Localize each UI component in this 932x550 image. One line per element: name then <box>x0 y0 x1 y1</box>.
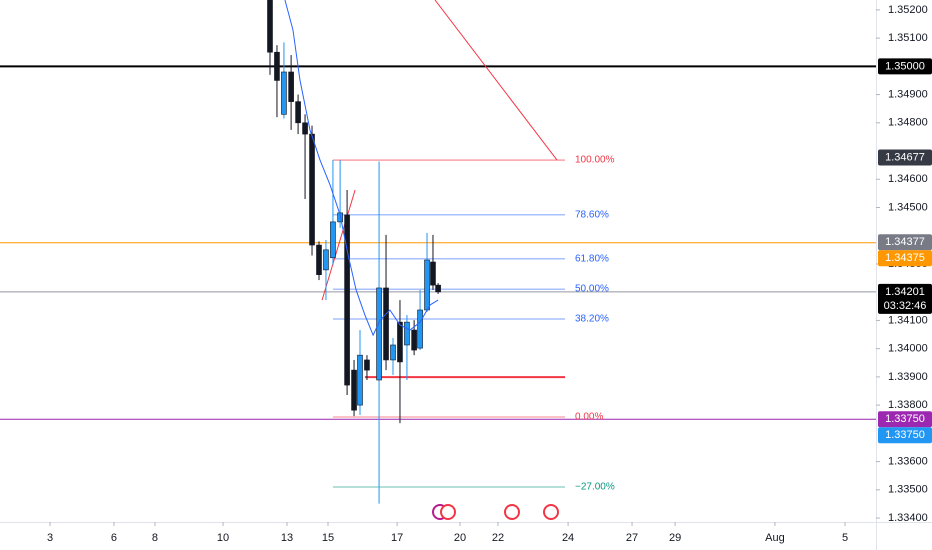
candle-body <box>330 221 336 259</box>
candle-body <box>417 309 423 349</box>
y-tick-label: 1.33400 <box>888 512 928 524</box>
price-label: 1.34677 <box>885 151 925 163</box>
y-tick-label: 1.35100 <box>888 32 928 44</box>
candle-body <box>357 354 363 406</box>
fib-label: 50.00% <box>575 284 609 295</box>
candle-body <box>295 101 301 124</box>
plot-area: 100.00% 78.60% 61.80% 50.00% 38.20% 0.00% −27.… <box>0 0 876 504</box>
candle-body <box>323 249 329 271</box>
x-tick-label: 20 <box>454 532 466 544</box>
event-icons <box>432 504 559 520</box>
price-label-box <box>878 283 932 314</box>
x-tick-label: 10 <box>217 532 229 544</box>
candle-body <box>364 359 370 371</box>
x-tick-label: 27 <box>626 532 638 544</box>
x-tick-label: 22 <box>492 532 504 544</box>
fib-label: 38.20% <box>575 314 609 325</box>
event-icon[interactable] <box>440 504 456 520</box>
y-tick-label: 1.35200 <box>888 4 928 16</box>
candle-body <box>281 71 287 115</box>
x-tick-label: 29 <box>669 532 681 544</box>
y-tick-label: 1.34900 <box>888 88 928 100</box>
candle-body <box>309 133 315 246</box>
countdown: 03:32:46 <box>884 300 927 312</box>
candle-body <box>404 321 410 346</box>
event-icon[interactable] <box>543 504 559 520</box>
candle-body <box>430 261 436 286</box>
x-tick-label: 3 <box>47 532 53 544</box>
candle-body <box>397 321 403 363</box>
x-tick-label: Aug <box>765 532 785 544</box>
y-tick-label: 1.34600 <box>888 173 928 185</box>
trend-line <box>321 189 356 301</box>
fib-label: 78.60% <box>575 209 609 220</box>
candle-body <box>267 0 273 53</box>
candle-body <box>344 214 350 386</box>
candle-body <box>383 287 389 361</box>
fib-label: 61.80% <box>575 254 609 265</box>
y-tick-label: 1.34100 <box>888 314 928 326</box>
y-tick-label: 1.34000 <box>888 343 928 355</box>
price-label: 1.33750 <box>885 413 925 425</box>
price-label-box <box>878 427 932 444</box>
price-label: 1.34201 <box>885 286 925 298</box>
x-tick-label: 8 <box>152 532 158 544</box>
trend-line <box>434 0 558 161</box>
y-tick-label: 1.33900 <box>888 371 928 383</box>
fib-label: −27.00% <box>575 482 615 493</box>
y-tick-label: 1.34500 <box>888 201 928 213</box>
price-label: 1.35000 <box>885 60 925 72</box>
candle-body <box>411 329 417 351</box>
x-tick-label: 13 <box>281 532 293 544</box>
price-label-box <box>878 234 932 251</box>
price-label-box <box>878 250 932 267</box>
moving-average <box>284 0 439 337</box>
price-label-box <box>878 149 932 166</box>
y-tick-label: 1.33600 <box>888 455 928 467</box>
candle-body <box>435 284 441 293</box>
price-label: 1.34377 <box>885 236 925 248</box>
x-tick-label: 5 <box>842 532 848 544</box>
price-label: 1.33750 <box>885 429 925 441</box>
x-tick-label: 24 <box>562 532 574 544</box>
candle-body <box>274 51 280 81</box>
y-tick-label: 1.34800 <box>888 117 928 129</box>
x-tick-label: 17 <box>391 532 403 544</box>
fib-label: 100.00% <box>575 155 615 166</box>
event-icon[interactable] <box>504 504 520 520</box>
price-label-box <box>878 411 932 428</box>
price-label-box <box>878 58 932 75</box>
candle-body <box>390 344 396 361</box>
x-tick-label: 15 <box>322 532 334 544</box>
candle-body <box>351 369 357 411</box>
fib-label: 0.00% <box>575 412 603 423</box>
candle-body <box>288 71 294 102</box>
x-tick-label: 6 <box>111 532 117 544</box>
y-tick-label: 1.33800 <box>888 399 928 411</box>
candle-body <box>424 259 430 311</box>
candle-body <box>316 244 322 275</box>
candle-body <box>302 122 308 135</box>
price-label: 1.34375 <box>885 252 925 264</box>
y-tick-label: 1.33500 <box>888 484 928 496</box>
candle-body <box>376 287 382 381</box>
